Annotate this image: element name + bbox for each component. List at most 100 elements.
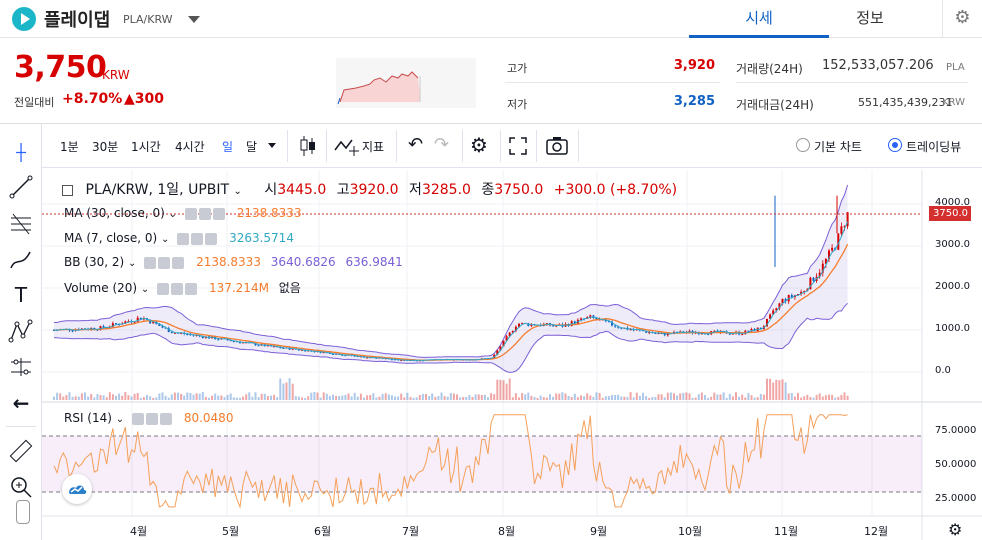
volume-bar: [645, 396, 648, 400]
candle-body: [824, 258, 827, 264]
coin-select-chevron-icon[interactable]: [188, 16, 200, 23]
candle-body: [654, 332, 657, 334]
divider: [536, 130, 537, 162]
tradingview-label[interactable]: 트레이딩뷰: [906, 140, 962, 154]
indicator-label[interactable]: 지표: [362, 140, 385, 154]
ma30-action-icons[interactable]: [184, 207, 229, 220]
measure-tool-icon[interactable]: [8, 354, 34, 380]
volume-bar: [570, 397, 573, 400]
ma30-chevron-icon[interactable]: ⌄: [168, 209, 178, 220]
price-chart[interactable]: PLA/KRW, 1일, UPBIT ⌄ 시3445.0 고3920.0 저32…: [42, 170, 982, 540]
brush-icon[interactable]: [8, 246, 34, 272]
pattern-tool-icon[interactable]: [8, 318, 34, 344]
volume-chevron-icon[interactable]: ⌄: [140, 284, 150, 295]
ma7-action-icons[interactable]: [177, 232, 221, 245]
high-label: 고가: [507, 62, 528, 75]
interval-month[interactable]: 달: [246, 140, 258, 154]
volume-bar: [521, 393, 524, 400]
arrow-left-icon[interactable]: ←: [12, 391, 30, 415]
drawing-toolbar: ┼ T ←: [0, 124, 42, 540]
amount-label: 거래대금(24H): [736, 98, 814, 112]
volume-bar: [505, 383, 508, 400]
volume-action-icons[interactable]: [157, 282, 201, 295]
bb-upper-line: [54, 184, 849, 358]
candle-body: [180, 332, 183, 334]
volume-bar: [152, 397, 155, 400]
legend-chevron-icon[interactable]: ⌄: [233, 186, 242, 197]
volume-bar: [483, 394, 486, 400]
candle-body: [527, 323, 530, 326]
fullscreen-icon[interactable]: [508, 136, 528, 160]
volume-bar: [192, 394, 195, 400]
x-tick-apr: 4월: [130, 525, 148, 538]
divider: [326, 130, 327, 162]
candle-body: [766, 318, 768, 327]
radio-basic-chart[interactable]: [796, 138, 810, 152]
volume-bar: [697, 394, 700, 400]
volume-bar: [831, 394, 834, 400]
rsi-band: [42, 436, 922, 492]
volume-bar: [530, 395, 533, 400]
volume-label: Volume (20): [64, 281, 138, 295]
volume-bar: [679, 393, 682, 400]
interval-4h[interactable]: 4시간: [175, 140, 205, 154]
fib-tool-icon[interactable]: [8, 210, 34, 236]
rsi-action-icons[interactable]: [132, 412, 176, 425]
indicator-icon[interactable]: [334, 136, 360, 160]
divider: [0, 123, 982, 124]
zoom-in-icon[interactable]: [8, 474, 34, 500]
interval-dropdown-chevron-icon[interactable]: [268, 143, 276, 148]
volume-bar: [567, 395, 570, 400]
volume-bar: [459, 397, 462, 400]
chart-settings-gear-icon[interactable]: ⚙: [470, 133, 488, 157]
trend-line-icon[interactable]: [8, 174, 34, 200]
rsi-chevron-icon[interactable]: ⌄: [115, 414, 125, 425]
ruler-icon[interactable]: [8, 438, 34, 464]
candle-body: [161, 326, 164, 328]
tab-quote[interactable]: 시세: [689, 0, 829, 38]
candle-body: [753, 329, 756, 332]
legend-high-label: 고: [336, 182, 350, 198]
settings-gear-icon[interactable]: ⚙: [942, 0, 982, 38]
volume-bar: [322, 392, 325, 400]
legend-high: 3920.0: [349, 182, 399, 198]
text-tool-icon[interactable]: T: [14, 283, 28, 307]
collapse-icon[interactable]: [62, 184, 73, 196]
interval-1min[interactable]: 1분: [60, 140, 79, 154]
interval-day[interactable]: 일: [222, 140, 234, 154]
volume-bar: [514, 393, 517, 400]
axis-settings-gear-icon[interactable]: ⚙: [948, 520, 963, 539]
volume-bar: [787, 393, 790, 400]
basic-chart-label[interactable]: 기본 차트: [814, 140, 862, 154]
radio-tradingview[interactable]: [888, 138, 902, 152]
bb-chevron-icon[interactable]: ⌄: [128, 258, 137, 269]
volume-bar: [282, 383, 285, 400]
magnet-icon[interactable]: [16, 500, 30, 524]
candle-body: [115, 323, 117, 325]
candle-body: [728, 333, 731, 335]
bb-action-icons[interactable]: [144, 256, 188, 269]
candle-body: [790, 295, 793, 298]
rsi-line: [53, 414, 848, 509]
tab-info[interactable]: 정보: [856, 9, 884, 27]
candle-body: [390, 359, 393, 361]
ma7-chevron-icon[interactable]: ⌄: [161, 234, 170, 245]
interval-30min[interactable]: 30분: [92, 140, 119, 154]
divider: [736, 82, 968, 83]
candle-type-icon[interactable]: [298, 134, 318, 162]
volume-bar: [102, 395, 105, 400]
volume-bar: [629, 392, 632, 400]
candle-body: [415, 360, 418, 362]
crosshair-icon[interactable]: ┼: [16, 143, 26, 162]
volume-bar: [539, 395, 542, 400]
camera-icon[interactable]: [546, 136, 568, 160]
x-tick-sep: 9월: [590, 525, 608, 538]
candle-body: [375, 357, 378, 359]
legend-low-label: 저: [409, 182, 422, 198]
candle-body: [167, 328, 170, 333]
volume-bar: [390, 395, 393, 400]
interval-1h[interactable]: 1시간: [131, 140, 161, 154]
volume-bar: [598, 393, 601, 400]
undo-icon[interactable]: ↶: [408, 134, 424, 155]
volume-bar: [564, 393, 567, 400]
